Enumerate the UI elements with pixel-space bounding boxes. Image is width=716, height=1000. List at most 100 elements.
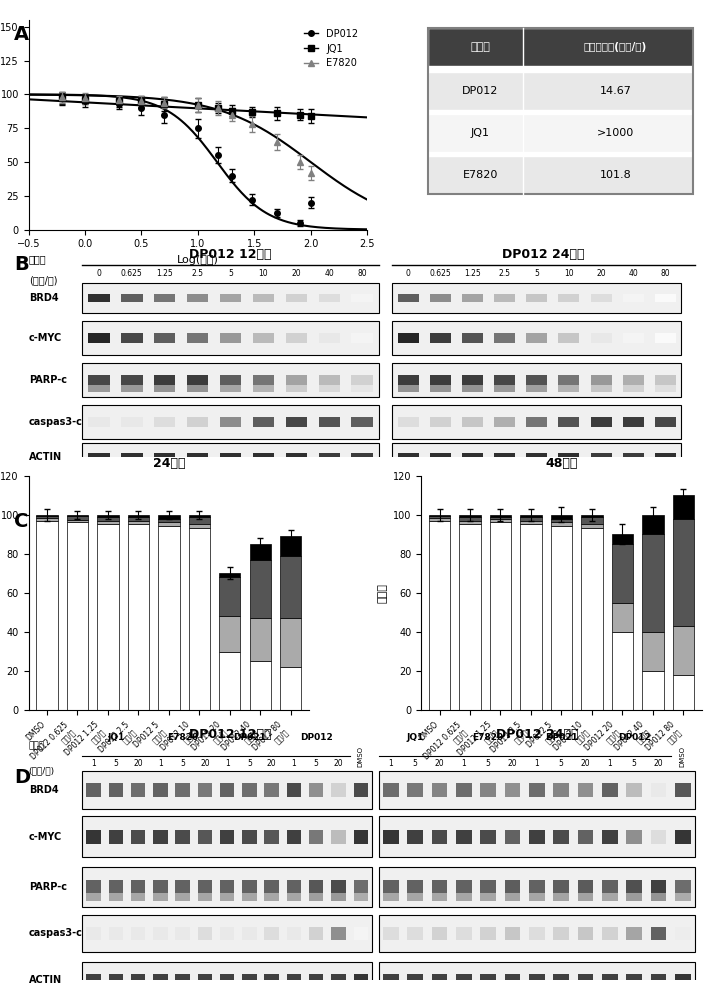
Text: 101.8: 101.8 — [599, 170, 632, 180]
Bar — [655, 453, 676, 462]
Bar — [558, 417, 579, 427]
Bar — [651, 783, 667, 797]
Y-axis label: 百分比: 百分比 — [377, 583, 387, 603]
Bar — [109, 927, 123, 940]
Bar — [392, 443, 682, 472]
Text: 5: 5 — [247, 759, 252, 768]
Text: PARP-c: PARP-c — [29, 375, 67, 385]
Bar — [480, 880, 496, 894]
Bar — [505, 974, 521, 986]
Title: 48小时: 48小时 — [546, 457, 578, 470]
Bar — [154, 453, 175, 462]
Title: 24小时: 24小时 — [153, 457, 185, 470]
Bar — [558, 294, 579, 302]
Bar — [430, 417, 451, 427]
Text: 20: 20 — [596, 269, 606, 278]
Bar — [319, 385, 340, 392]
Bar — [591, 417, 611, 427]
Text: 5: 5 — [412, 759, 417, 768]
Bar — [430, 294, 451, 302]
Bar — [591, 375, 611, 385]
Bar — [655, 385, 676, 392]
Bar — [428, 28, 693, 194]
Bar — [175, 830, 190, 844]
Bar — [602, 893, 618, 901]
Text: 20: 20 — [200, 759, 210, 768]
Bar — [529, 927, 545, 940]
Bar — [480, 830, 496, 844]
Bar — [462, 333, 483, 343]
Bar — [551, 519, 572, 522]
Bar — [309, 974, 324, 986]
Bar — [319, 294, 340, 302]
Bar — [558, 333, 579, 343]
Bar — [432, 927, 448, 940]
Bar — [286, 927, 301, 940]
Text: E7820: E7820 — [463, 170, 498, 180]
Bar — [553, 880, 569, 894]
Bar — [187, 417, 208, 427]
Bar — [175, 880, 190, 894]
Text: 20: 20 — [291, 269, 301, 278]
Text: 80: 80 — [357, 269, 367, 278]
Bar — [264, 880, 279, 894]
Bar — [490, 522, 511, 710]
Bar — [623, 333, 644, 343]
Text: JQ1: JQ1 — [407, 733, 424, 742]
Bar — [286, 783, 301, 797]
Bar — [82, 405, 379, 439]
Bar — [131, 893, 145, 901]
Bar — [529, 783, 545, 797]
Bar — [623, 294, 644, 302]
Text: DP012: DP012 — [618, 733, 651, 742]
Bar — [626, 830, 642, 844]
Bar — [429, 521, 450, 710]
Bar — [332, 974, 346, 986]
Bar — [651, 927, 667, 940]
Bar — [655, 417, 676, 427]
Bar — [242, 830, 256, 844]
Bar — [332, 893, 346, 901]
Bar — [88, 333, 110, 343]
Bar — [379, 816, 695, 857]
Bar — [154, 385, 175, 392]
Bar — [460, 521, 480, 524]
Bar — [253, 294, 274, 302]
Bar — [462, 417, 483, 427]
Bar — [175, 893, 190, 901]
Text: caspas3-c: caspas3-c — [29, 928, 82, 938]
Bar — [97, 515, 119, 517]
Bar — [397, 375, 419, 385]
Bar — [37, 521, 57, 710]
Bar — [198, 783, 212, 797]
Bar — [462, 375, 483, 385]
Bar — [675, 783, 691, 797]
Text: 1: 1 — [388, 759, 393, 768]
Bar — [578, 830, 594, 844]
Bar — [480, 893, 496, 901]
Bar — [264, 783, 279, 797]
Bar — [429, 518, 450, 521]
Bar — [121, 375, 142, 385]
Bar — [429, 516, 450, 518]
Bar — [505, 927, 521, 940]
Text: (微摩/升): (微摩/升) — [29, 766, 54, 775]
Bar — [158, 526, 180, 710]
Bar — [456, 974, 472, 986]
Bar — [67, 516, 88, 520]
Bar — [551, 526, 572, 710]
Bar — [354, 783, 368, 797]
Bar — [219, 652, 241, 710]
Bar — [397, 417, 419, 427]
Bar — [626, 783, 642, 797]
Bar — [121, 385, 142, 392]
Bar — [319, 375, 340, 385]
Bar — [309, 893, 324, 901]
Text: 20: 20 — [581, 759, 590, 768]
Bar — [611, 544, 633, 603]
Bar — [462, 453, 483, 462]
Bar — [175, 783, 190, 797]
Bar — [581, 517, 603, 524]
Bar — [462, 294, 483, 302]
Bar — [87, 880, 101, 894]
